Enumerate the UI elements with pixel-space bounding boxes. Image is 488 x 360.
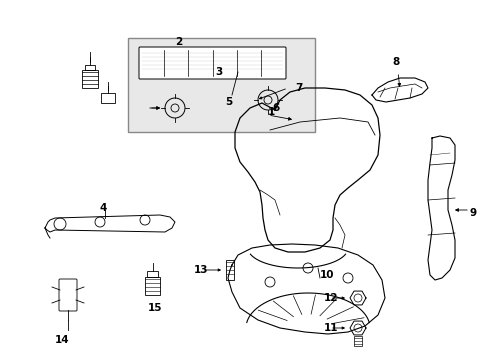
Bar bbox=[85, 65, 95, 70]
Text: 12: 12 bbox=[323, 293, 337, 303]
Text: 10: 10 bbox=[319, 270, 334, 280]
Bar bbox=[128, 38, 314, 132]
Bar bbox=[82, 70, 98, 88]
Text: 15: 15 bbox=[148, 303, 162, 313]
Text: 4: 4 bbox=[100, 203, 107, 213]
Text: 9: 9 bbox=[469, 208, 476, 218]
Text: 2: 2 bbox=[175, 37, 182, 47]
Text: 5: 5 bbox=[224, 97, 231, 107]
Text: 14: 14 bbox=[55, 335, 69, 345]
Text: 1: 1 bbox=[267, 107, 275, 117]
FancyBboxPatch shape bbox=[139, 47, 285, 79]
Text: 6: 6 bbox=[271, 103, 279, 113]
Text: 8: 8 bbox=[391, 57, 398, 67]
Bar bbox=[225, 260, 234, 280]
Bar bbox=[145, 277, 160, 295]
Bar bbox=[147, 271, 158, 277]
Bar bbox=[101, 93, 115, 103]
Bar bbox=[353, 336, 361, 346]
Text: 11: 11 bbox=[323, 323, 337, 333]
Text: 3: 3 bbox=[215, 67, 222, 77]
Text: 7: 7 bbox=[294, 83, 302, 93]
Text: 13: 13 bbox=[193, 265, 207, 275]
